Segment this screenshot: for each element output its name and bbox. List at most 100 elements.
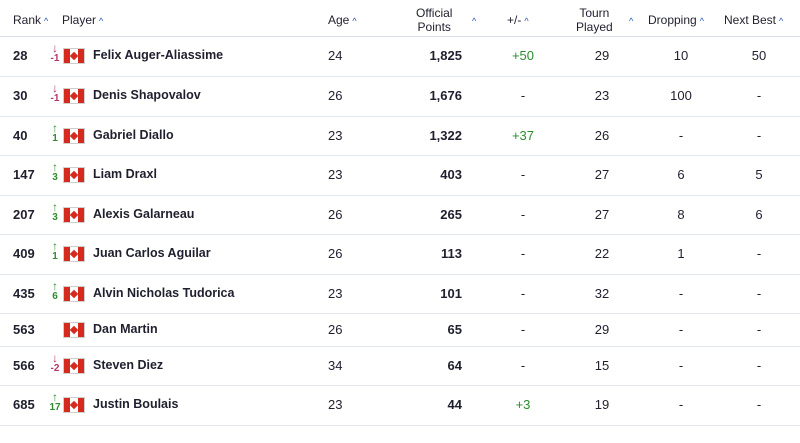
next-best-cell: - bbox=[756, 128, 762, 143]
age-header[interactable]: Age ^ bbox=[328, 13, 357, 28]
rank-cell: 30 bbox=[13, 88, 28, 103]
arrow-up-icon: ↑ bbox=[52, 390, 58, 404]
sort-icon[interactable]: ^ bbox=[44, 16, 49, 26]
points-cell: 403 bbox=[440, 167, 462, 182]
rank-movement-value: 1 bbox=[52, 133, 58, 144]
points-header-line1: Official bbox=[416, 6, 453, 20]
rank-cell: 147 bbox=[13, 167, 35, 182]
tourn-header[interactable]: Tourn Played bbox=[576, 6, 613, 34]
plus-minus-cell: - bbox=[520, 286, 526, 301]
table-row[interactable]: 30 ↓ -1 Denis Shapovalov 26 1,676 - 23 100 - bbox=[0, 76, 800, 117]
points-cell: 1,322 bbox=[429, 128, 462, 143]
rank-movement-value: 3 bbox=[52, 212, 58, 223]
plus-minus-cell: - bbox=[520, 167, 526, 182]
player-name-link[interactable]: Felix Auger-Aliassime bbox=[93, 48, 224, 62]
table-header: Rank ^ Player ^ Age ^ Official Points ^ +/-… bbox=[0, 0, 800, 37]
table-row[interactable]: 409 ↑ 1 Juan Carlos Aguilar 26 113-22 1- bbox=[0, 234, 800, 275]
rank-movement: ↓ -1 bbox=[48, 42, 62, 64]
arrow-down-icon: ↓ bbox=[52, 81, 58, 95]
next-best-cell: 50 bbox=[751, 48, 767, 63]
rank-movement: ↓ -2 bbox=[48, 352, 62, 374]
dropping-cell: 1 bbox=[677, 246, 685, 261]
rank-movement: ↑ 3 bbox=[48, 201, 62, 223]
age-cell: 23 bbox=[328, 167, 343, 182]
sort-icon[interactable]: ^ bbox=[699, 16, 704, 26]
player-name-link[interactable]: Denis Shapovalov bbox=[93, 88, 201, 102]
player-header-label: Player bbox=[62, 13, 97, 27]
sort-icon[interactable]: ^ bbox=[779, 16, 784, 26]
arrow-up-icon: ↑ bbox=[52, 279, 58, 293]
rank-header-label: Rank bbox=[13, 13, 42, 27]
sort-icon[interactable]: ^ bbox=[472, 16, 477, 26]
points-sort[interactable]: ^ bbox=[469, 13, 476, 28]
next-best-cell: 6 bbox=[755, 207, 763, 222]
player-name-link[interactable]: Alexis Galarneau bbox=[93, 207, 195, 221]
table-row[interactable]: 435 ↑ 6 Alvin Nicholas Tudorica 23 101 - 32 - - bbox=[0, 274, 800, 314]
rank-movement: ↑ 1 bbox=[48, 121, 62, 144]
rank-cell: 28 bbox=[13, 48, 28, 63]
dropping-cell: - bbox=[678, 397, 684, 412]
table-row[interactable]: 563 Dan Martin 26 65 - 29 - - bbox=[0, 313, 800, 347]
points-cell: 65 bbox=[447, 322, 462, 337]
dropping-cell: 6 bbox=[677, 167, 685, 182]
tourn-played-cell: 29 bbox=[594, 322, 610, 337]
player-name-link[interactable]: Juan Carlos Aguilar bbox=[93, 246, 211, 260]
rank-cell: 435 bbox=[13, 286, 35, 301]
sort-icon[interactable]: ^ bbox=[524, 16, 529, 26]
next-best-cell: - bbox=[756, 322, 762, 337]
rank-cell: 563 bbox=[13, 322, 35, 337]
points-cell: 113 bbox=[441, 246, 462, 261]
dropping-cell: - bbox=[678, 286, 684, 301]
next-best-header[interactable]: Next Best ^ bbox=[724, 13, 783, 28]
canada-flag-icon bbox=[63, 246, 85, 262]
tourn-played-cell: 22 bbox=[594, 246, 610, 261]
plus-minus-header[interactable]: +/- ^ bbox=[507, 13, 529, 28]
player-name-link[interactable]: Liam Draxl bbox=[93, 167, 157, 181]
dropping-cell: - bbox=[678, 128, 684, 143]
rank-movement-value: 3 bbox=[52, 172, 58, 183]
sort-icon[interactable]: ^ bbox=[629, 16, 634, 26]
age-cell: 26 bbox=[328, 322, 343, 337]
player-name-link[interactable]: Dan Martin bbox=[93, 322, 158, 336]
rank-movement: ↑ 3 bbox=[48, 161, 62, 183]
canada-flag-icon bbox=[63, 286, 85, 302]
dropping-header-label: Dropping bbox=[648, 13, 697, 27]
dropping-header[interactable]: Dropping ^ bbox=[648, 13, 704, 28]
plus-minus-cell: - bbox=[520, 207, 526, 222]
points-cell: 64 bbox=[447, 358, 462, 373]
dropping-cell: 100 bbox=[670, 88, 692, 103]
canada-flag-icon bbox=[63, 167, 85, 183]
table-row[interactable]: 28 ↓ -1 Felix Auger-Aliassime 24 1,825 +50 29 10… bbox=[0, 36, 800, 77]
plus-minus-cell: +37 bbox=[511, 128, 535, 143]
player-name-link[interactable]: Justin Boulais bbox=[93, 397, 179, 411]
player-header[interactable]: Player ^ bbox=[62, 13, 103, 28]
table-row[interactable]: 40 ↑ 1 Gabriel Diallo 23 1,322 +37 26 - - bbox=[0, 116, 800, 156]
sort-icon[interactable]: ^ bbox=[352, 16, 357, 26]
age-cell: 34 bbox=[328, 358, 343, 373]
next-best-cell: 5 bbox=[755, 167, 763, 182]
plus-minus-cell: +3 bbox=[515, 397, 531, 412]
table-row[interactable]: 685 ↑ 17 Justin Boulais 23 44 +3 19 - - bbox=[0, 385, 800, 426]
points-cell: 1,676 bbox=[429, 88, 462, 103]
tourn-played-cell: 27 bbox=[594, 167, 610, 182]
tourn-played-cell: 29 bbox=[594, 48, 610, 63]
arrow-up-icon: ↑ bbox=[52, 239, 58, 253]
table-row[interactable]: 207 ↑ 3 Alexis Galarneau 26 265 - 27 8 6 bbox=[0, 195, 800, 235]
player-name-link[interactable]: Steven Diez bbox=[93, 358, 164, 372]
rank-cell: 685 bbox=[13, 397, 35, 412]
plus-minus-header-label: +/- bbox=[507, 13, 522, 27]
canada-flag-icon bbox=[63, 322, 85, 338]
player-name-link[interactable]: Gabriel Diallo bbox=[93, 128, 174, 142]
points-header[interactable]: Official Points bbox=[416, 6, 452, 34]
plus-minus-cell: +50 bbox=[511, 48, 535, 63]
rank-header[interactable]: Rank ^ bbox=[13, 13, 48, 28]
tourn-sort[interactable]: ^ bbox=[626, 13, 633, 28]
dropping-cell: - bbox=[678, 358, 684, 373]
arrow-up-icon: ↑ bbox=[52, 121, 58, 135]
player-name-link[interactable]: Alvin Nicholas Tudorica bbox=[93, 286, 235, 300]
table-row[interactable]: 566 ↓ -2 Steven Diez 34 64 - 15 - - bbox=[0, 346, 800, 386]
rank-movement-value: 6 bbox=[52, 291, 58, 302]
sort-icon[interactable]: ^ bbox=[99, 16, 104, 26]
table-row[interactable]: 147 ↑ 3 Liam Draxl 23 403 - 27 6 5 bbox=[0, 155, 800, 196]
rank-cell: 40 bbox=[13, 128, 28, 143]
